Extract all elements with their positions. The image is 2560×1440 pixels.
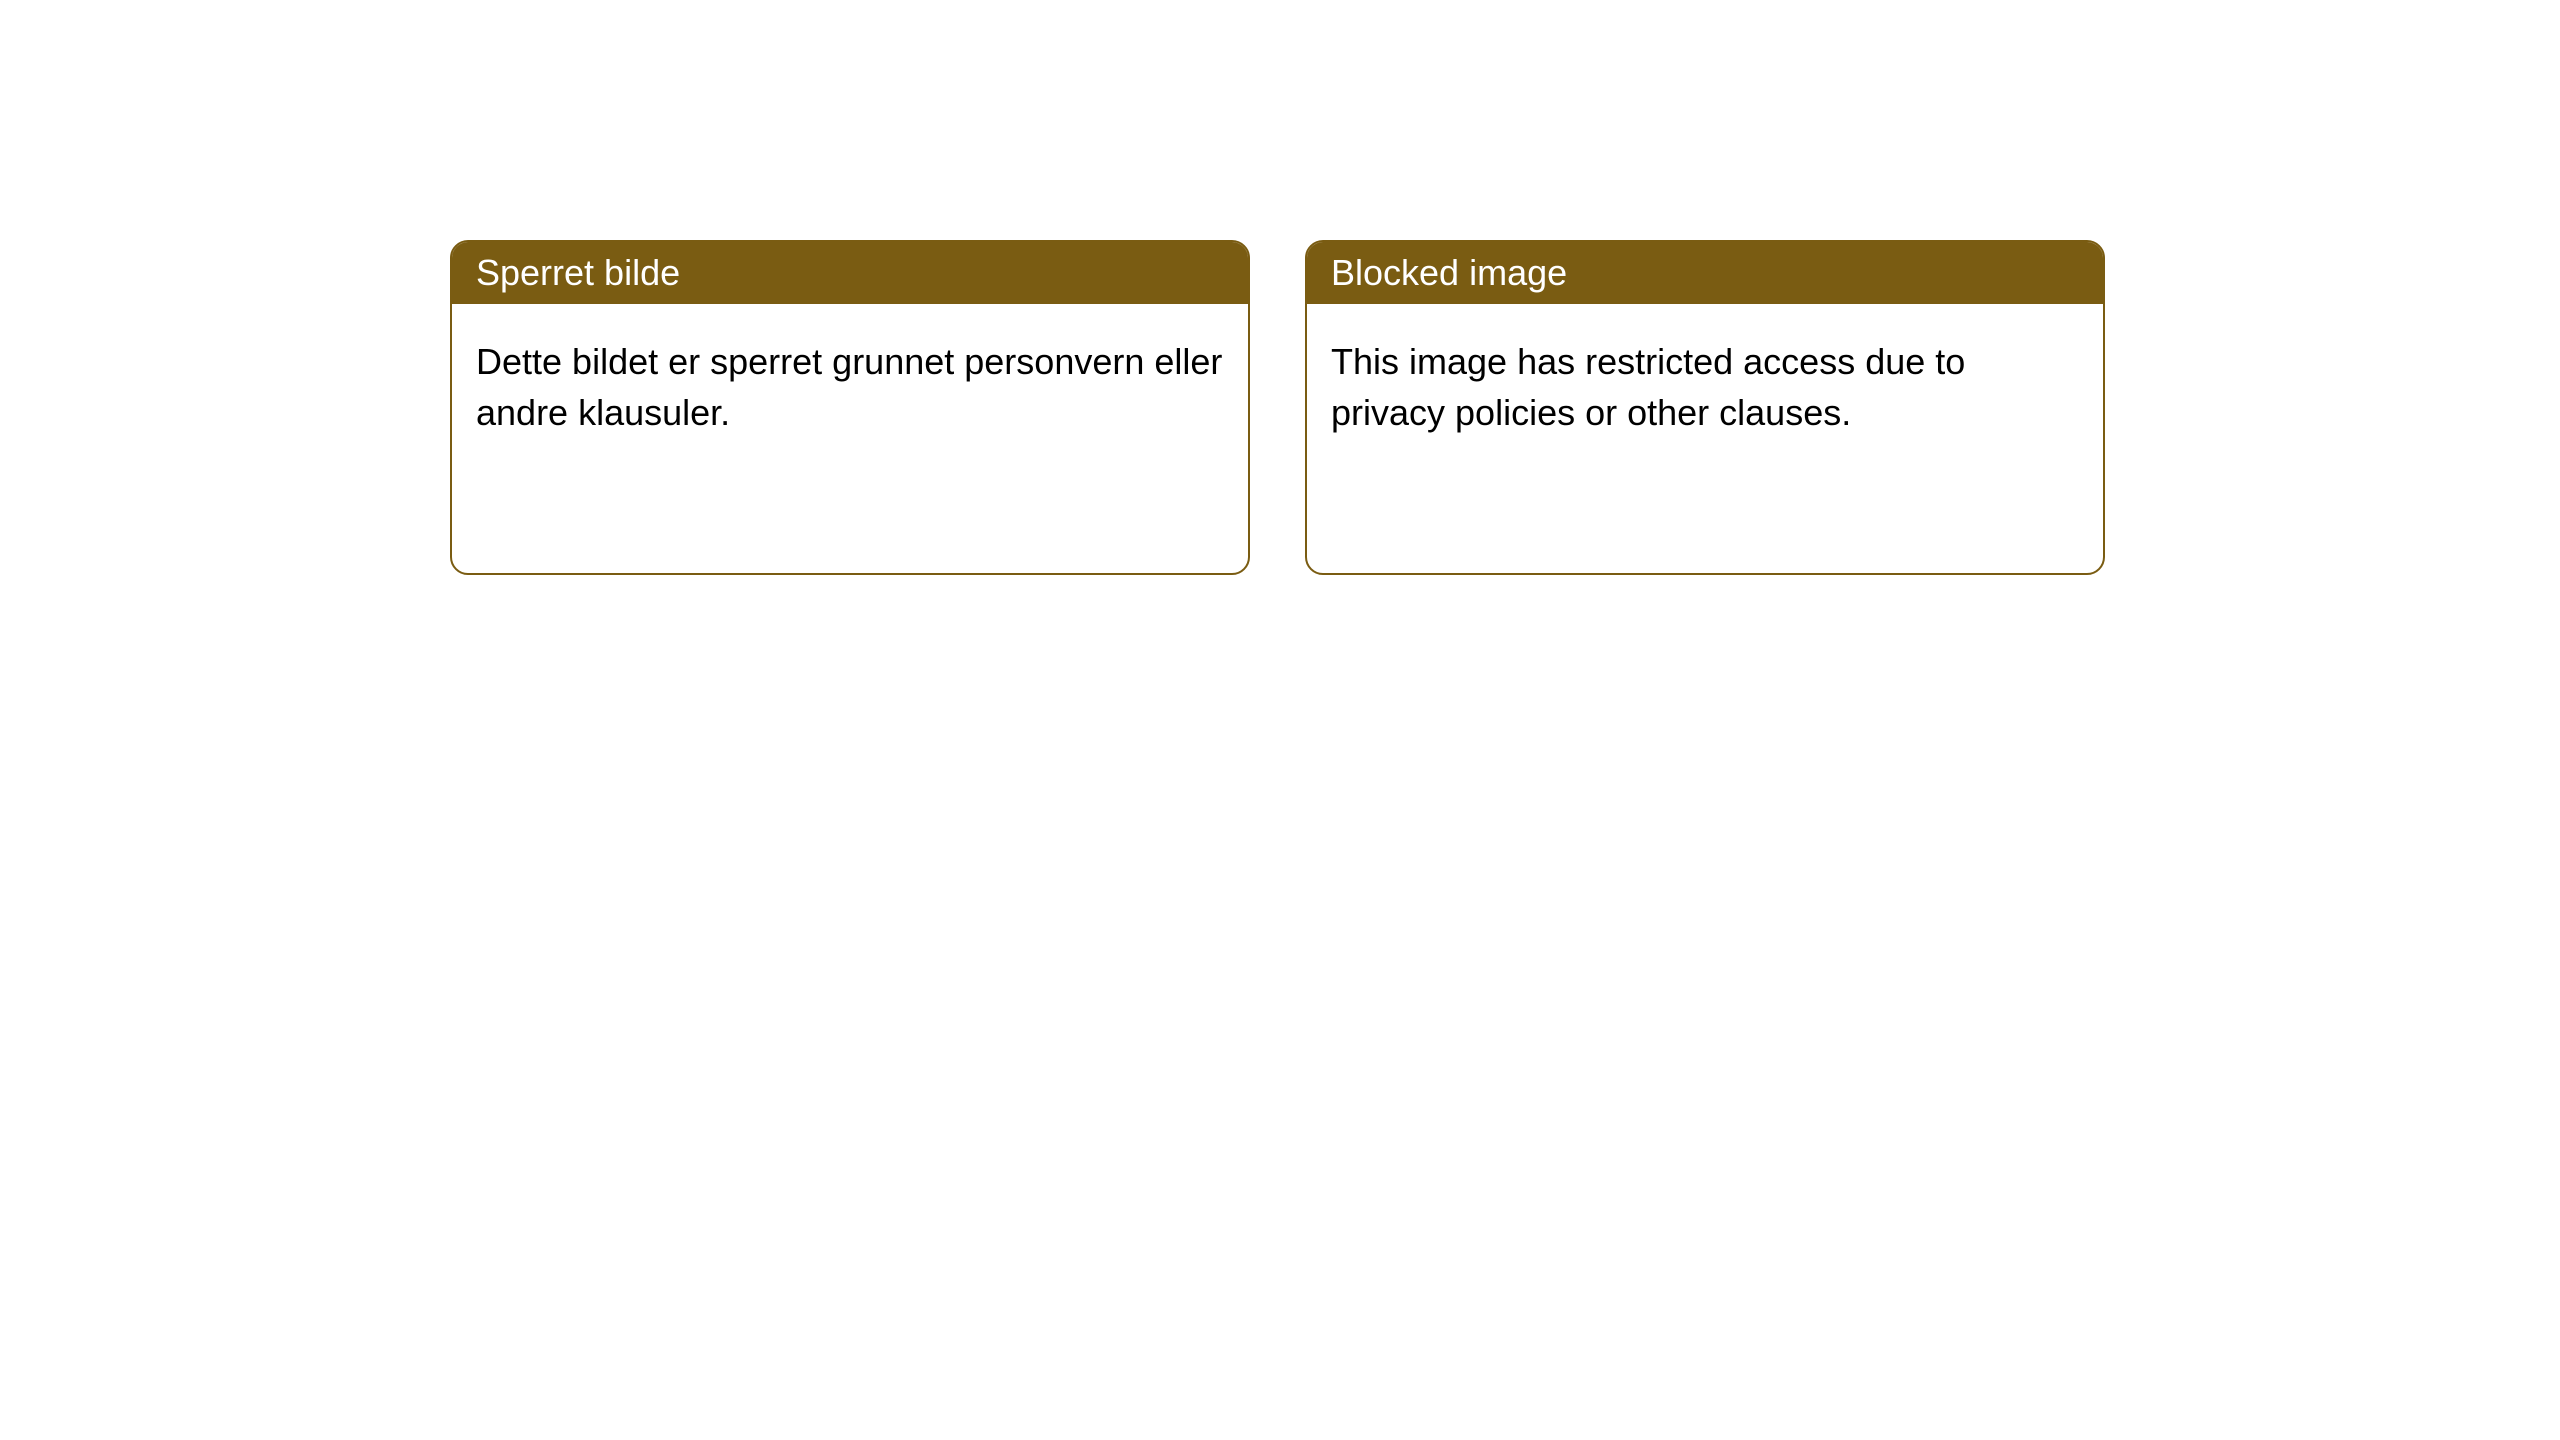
blocked-image-card-norwegian: Sperret bilde Dette bildet er sperret gr… bbox=[450, 240, 1250, 575]
card-body: Dette bildet er sperret grunnet personve… bbox=[452, 304, 1248, 470]
card-body: This image has restricted access due to … bbox=[1307, 304, 2103, 470]
card-title: Sperret bilde bbox=[452, 242, 1248, 304]
notice-container: Sperret bilde Dette bildet er sperret gr… bbox=[450, 240, 2105, 575]
card-title: Blocked image bbox=[1307, 242, 2103, 304]
blocked-image-card-english: Blocked image This image has restricted … bbox=[1305, 240, 2105, 575]
